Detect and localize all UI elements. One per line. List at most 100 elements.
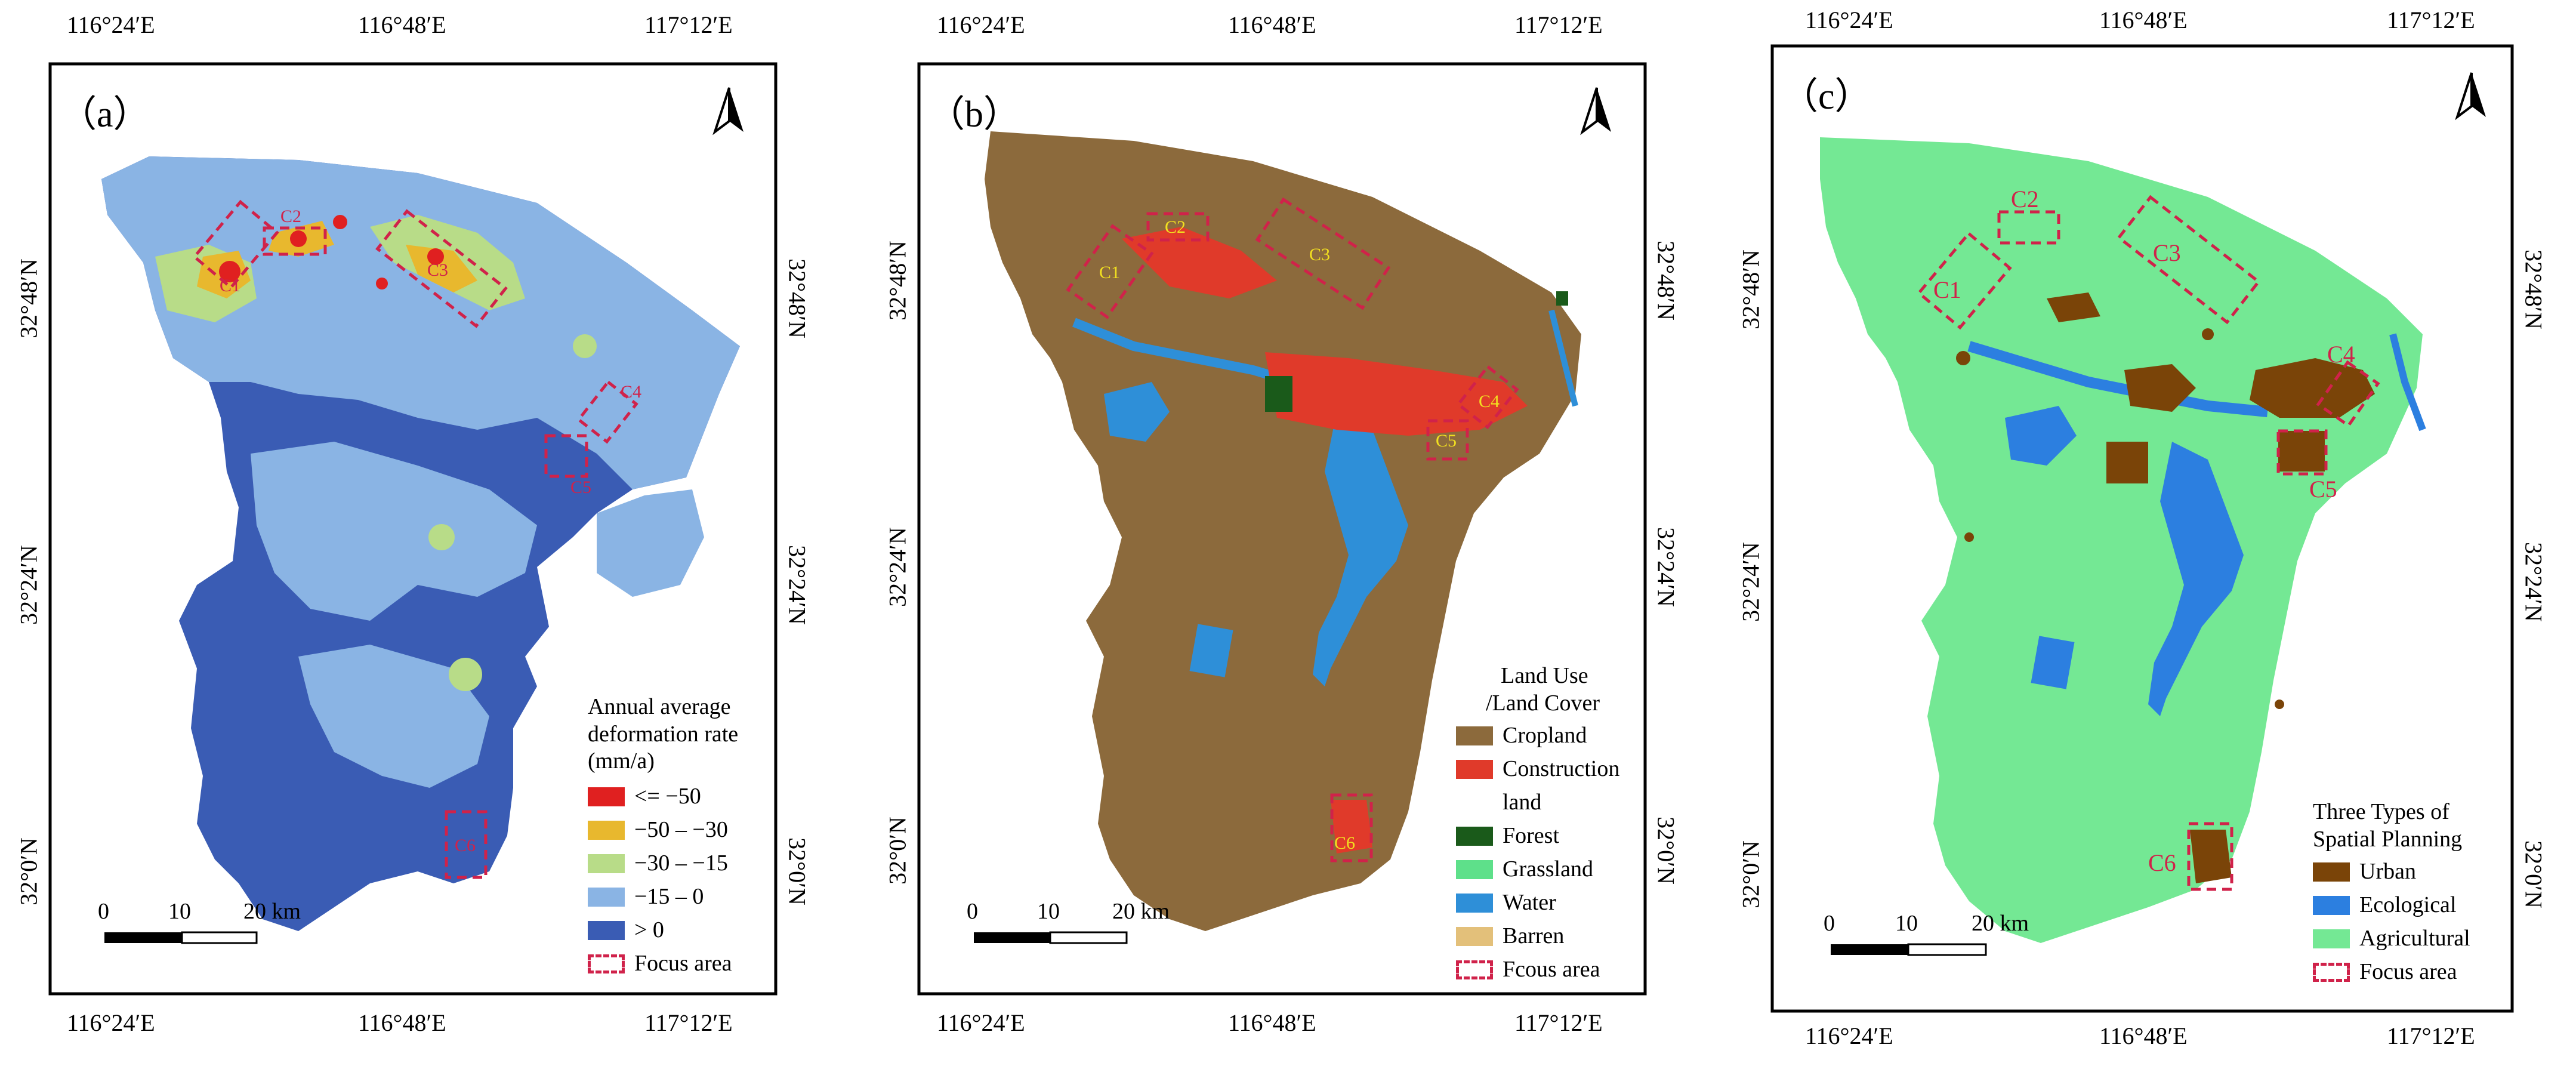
lon-label-top-a-3: 117°12′E [644,11,733,38]
legend-c: Three Types of Spatial Planning Urban Ec… [2313,799,2470,989]
panel-label-c: （c） [1781,76,1872,117]
lat-label-left-b-3: 32°0′N [884,817,911,885]
deform-spot-green-3 [449,658,482,691]
legend-item-c-4: Focus area [2313,956,2470,989]
focus-label-a-c2: C2 [280,207,302,226]
legend-item-b-2: Construction [1456,753,1619,786]
region-shape-b [985,131,1581,931]
legend-label-c-2: Ecological [2359,892,2457,918]
deform-spot-green-5 [573,334,597,358]
lon-label-bottom-a-3: 117°12′E [644,1009,733,1036]
lat-label-right-c-3: 32°0′N [2520,840,2547,908]
legend-title-b-2: /Land Cover [1486,690,1600,716]
legend-title-a-3: (mm/a) [588,748,655,774]
scale-label-b-0: 0 [967,899,978,924]
forest-patch-b-2 [1556,291,1568,306]
legend-title-c-2: Spatial Planning [2313,826,2463,852]
focus-box-a-c1 [192,199,279,290]
legend-item-b-4: Grassland [1456,853,1619,886]
map-panel-a [48,62,778,996]
lon-label-bottom-a-1: 116°24′E [67,1009,155,1036]
focus-label-b-c2: C2 [1165,217,1186,237]
legend-item-a-6: Focus area [588,947,738,981]
water-east-b [1548,309,1578,407]
lon-label-top-b-1: 116°24′E [937,11,1025,38]
urban-spot-c-4 [2275,700,2284,709]
ecological-reservoir-c [2148,442,2244,716]
lon-label-bottom-a-2: 116°48′E [358,1009,446,1036]
deform-spot-red-2 [290,230,307,247]
lon-label-top-a-2: 116°48′E [358,11,446,38]
legend-label-c-3: Agricultural [2359,926,2470,951]
lat-label-left-b-1: 32°48′N [884,241,911,321]
lat-label-left-c-2: 32°24′N [1737,542,1764,622]
legend-item-b-6: Barren [1456,920,1619,953]
scale-bar-b [974,931,1128,944]
lon-label-top-c-1: 116°24′E [1805,7,1893,33]
legend-label-a-6: Focus area [634,950,732,976]
lat-label-right-a-3: 32°0′N [783,837,811,905]
lon-label-top-b-3: 117°12′E [1514,11,1603,38]
lat-label-left-a-3: 32°0′N [15,837,42,905]
scale-label-a-0: 0 [98,899,109,924]
focus-box-a-c2 [263,226,327,256]
scale-label-c-10: 10 [1895,911,1918,936]
legend-label-b-5: Water [1503,890,1556,916]
focus-box-b-c5 [1426,419,1469,461]
legend-label-c-4: Focus area [2359,959,2457,985]
scale-bar-a [104,931,258,944]
focus-label-c-c5: C5 [2309,476,2337,503]
focus-label-b-c1: C1 [1099,263,1121,282]
legend-title-a-2: deformation rate [588,721,739,747]
legend-item-c-1: Urban [2313,855,2470,889]
focus-label-c-c4: C4 [2327,341,2355,368]
lat-label-left-c-3: 32°0′N [1737,840,1764,908]
legend-label-b-7: Fcous area [1503,957,1600,982]
lon-label-bottom-c-2: 116°48′E [2099,1022,2188,1049]
lat-label-right-b-3: 32°0′N [1652,817,1680,885]
legend-label-a-2: −50 – −30 [634,817,728,842]
focus-box-c-c4 [2316,360,2380,428]
deform-spot-red-4 [427,248,444,265]
urban-main-c [2250,358,2375,418]
deform-zone-yellow-3 [406,245,477,292]
focus-label-a-c6: C6 [455,836,476,855]
north-arrow-icon [1580,87,1611,135]
legend-label-c-1: Urban [2359,859,2416,885]
legend-item-c-3: Agricultural [2313,922,2470,956]
deform-spot-green-4 [428,524,455,550]
deform-spot-red-5 [376,278,388,289]
focus-label-c-c2: C2 [2011,186,2039,212]
focus-box-a-c5 [544,434,588,478]
ecological-river-c [1967,341,2268,417]
legend-item-b-7: Fcous area [1456,953,1619,987]
focus-box-b-c4 [1456,364,1519,430]
legend-title-c-1: Three Types of [2313,799,2449,824]
focus-box-c-c1 [1917,231,2012,330]
legend-item-b-2b: land [1456,786,1619,819]
legend-title-a-1: Annual average [588,694,731,719]
panel-label-b: （b） [928,94,1021,135]
legend-label-b-6: Barren [1503,923,1565,949]
legend-label-b-3: Forest [1503,823,1559,849]
deform-spot-red-1 [219,261,240,282]
scale-label-c-20: 20 km [1972,911,2029,936]
urban-center-c [2124,364,2196,412]
legend-label-b-1: Cropland [1503,723,1587,748]
urban-spot-c-3 [1964,532,1974,542]
deform-zone-light-center [251,442,537,621]
construction-urban-b [1265,352,1528,436]
lat-label-right-b-2: 32°24′N [1652,527,1680,607]
urban-spot-c-2 [2202,328,2214,340]
scale-label-a-20: 20 km [243,899,301,924]
lat-label-left-c-1: 32°48′N [1737,249,1764,329]
urban-block-west-c [2106,442,2148,483]
focus-label-b-c3: C3 [1309,245,1331,264]
legend-label-a-4: −15 – 0 [634,883,704,909]
legend-b: Land Use /Land Cover Cropland Constructi… [1456,663,1619,987]
lat-label-left-a-1: 32°48′N [15,258,42,338]
legend-title-b-1: Land Use [1501,663,1588,688]
panel-label-a: （a） [60,94,150,135]
legend-label-a-5: > 0 [634,917,664,942]
legend-item-a-1: <= −50 [588,780,738,814]
